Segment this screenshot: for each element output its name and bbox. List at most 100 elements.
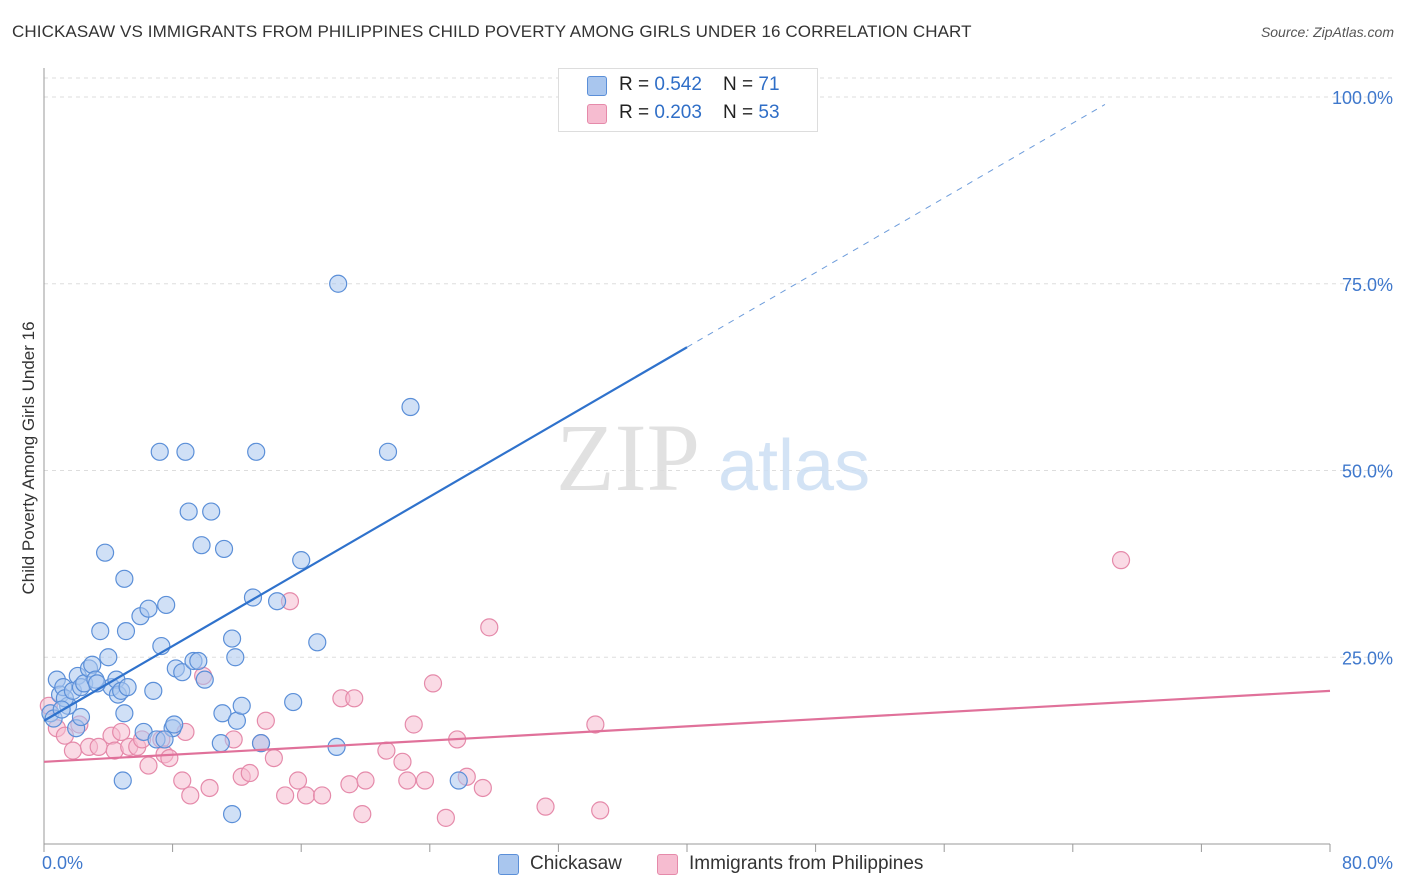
data-point-immigrants xyxy=(415,771,435,790)
legend-r-value: 0.203 xyxy=(654,102,702,123)
data-point-immigrants xyxy=(63,741,83,760)
legend-r-label: R = xyxy=(619,102,655,123)
data-point-immigrants xyxy=(112,722,131,742)
watermark-atlas: atlas xyxy=(718,426,870,506)
data-point-chickasaw xyxy=(165,715,184,734)
data-point-chickasaw xyxy=(95,543,115,562)
data-point-immigrants xyxy=(240,763,259,783)
data-point-chickasaw xyxy=(214,539,234,559)
data-point-chickasaw xyxy=(251,734,271,753)
y-axis-label: Child Poverty Among Girls Under 16 xyxy=(19,321,38,594)
data-point-chickasaw xyxy=(378,442,398,461)
data-point-chickasaw xyxy=(116,622,136,641)
data-point-chickasaw xyxy=(222,629,242,648)
data-point-chickasaw xyxy=(222,805,242,824)
legend-r-value: 0.542 xyxy=(654,74,702,95)
data-point-chickasaw xyxy=(211,734,230,753)
data-point-chickasaw xyxy=(202,502,221,521)
data-point-chickasaw xyxy=(99,648,118,667)
trend-lines xyxy=(43,104,1331,763)
legend-n-label: N = xyxy=(723,74,759,95)
data-point-chickasaw xyxy=(150,442,169,461)
data-point-chickasaw xyxy=(189,651,208,671)
data-point-immigrants xyxy=(276,786,295,805)
legend-label: Chickasaw xyxy=(530,853,622,874)
data-point-immigrants xyxy=(536,797,555,816)
legend-swatch-blue xyxy=(498,854,519,875)
data-point-immigrants xyxy=(591,801,610,820)
data-point-immigrants xyxy=(160,748,179,768)
data-point-chickasaw xyxy=(139,599,158,618)
data-point-immigrants xyxy=(312,786,332,805)
data-point-chickasaw xyxy=(157,595,176,615)
data-point-immigrants xyxy=(200,778,219,798)
series-immigrants-points xyxy=(39,551,1131,827)
data-point-immigrants xyxy=(480,618,499,637)
data-point-chickasaw xyxy=(308,633,327,652)
data-point-chickasaw xyxy=(83,655,102,674)
data-point-immigrants xyxy=(393,752,412,771)
data-point-chickasaw xyxy=(192,536,211,555)
watermark: ZIP atlas xyxy=(556,404,870,511)
data-point-chickasaw xyxy=(232,696,251,715)
data-point-chickasaw xyxy=(155,730,174,749)
trend-line-chickasaw-extension xyxy=(686,104,1106,348)
correlation-legend: R = 0.542 N = 71 R = 0.203 N = 53 xyxy=(558,68,818,132)
data-point-immigrants xyxy=(1111,551,1131,570)
data-point-immigrants xyxy=(340,775,359,794)
chart-title: CHICKASAW VS IMMIGRANTS FROM PHILIPPINES… xyxy=(12,22,972,41)
data-point-chickasaw xyxy=(91,622,110,641)
legend-n-label: N = xyxy=(723,102,759,123)
trend-line-immigrants xyxy=(43,689,1331,763)
data-point-chickasaw xyxy=(113,771,132,790)
legend-swatch-pink xyxy=(587,104,607,124)
data-point-chickasaw xyxy=(267,592,287,611)
data-point-chickasaw xyxy=(284,692,303,712)
data-point-immigrants xyxy=(436,808,455,827)
data-point-immigrants xyxy=(173,771,192,790)
y-tick-label: 50.0% xyxy=(1342,462,1393,482)
data-point-immigrants xyxy=(345,689,364,708)
data-point-immigrants xyxy=(356,771,375,790)
legend-n-value: 53 xyxy=(758,102,780,123)
data-point-immigrants xyxy=(353,805,372,824)
data-point-immigrants xyxy=(404,715,423,734)
data-point-immigrants xyxy=(264,748,283,768)
data-point-chickasaw xyxy=(195,670,214,689)
data-point-chickasaw xyxy=(179,502,198,521)
data-point-chickasaw xyxy=(449,771,468,790)
legend-swatch-pink xyxy=(657,854,678,875)
x-tick-label: 80.0% xyxy=(1342,853,1393,873)
data-point-immigrants xyxy=(139,756,158,775)
gridlines xyxy=(44,77,1392,658)
data-point-immigrants xyxy=(398,771,417,790)
tick-labels: 25.0% 50.0% 75.0% 100.0% 0.0% 80.0% xyxy=(42,88,1393,873)
data-point-immigrants xyxy=(181,786,200,805)
legend-label: Immigrants from Philippines xyxy=(689,853,924,874)
trend-line-chickasaw xyxy=(43,346,688,722)
y-tick-label: 100.0% xyxy=(1332,88,1393,108)
data-point-chickasaw xyxy=(329,274,348,293)
y-tick-label: 25.0% xyxy=(1342,648,1393,668)
series-legend: Chickasaw Immigrants from Philippines xyxy=(0,851,1406,879)
data-point-chickasaw xyxy=(213,704,232,723)
data-point-chickasaw xyxy=(176,442,195,461)
data-point-chickasaw xyxy=(247,442,266,461)
data-point-immigrants xyxy=(377,741,396,760)
watermark-zip: ZIP xyxy=(556,404,700,511)
legend-swatch-blue xyxy=(587,76,607,96)
data-point-chickasaw xyxy=(71,707,91,727)
data-point-chickasaw xyxy=(115,704,134,723)
data-point-chickasaw xyxy=(144,681,163,700)
data-point-immigrants xyxy=(473,778,492,798)
data-point-chickasaw xyxy=(226,648,245,667)
y-tick-label: 75.0% xyxy=(1342,275,1393,295)
legend-n-value: 71 xyxy=(758,74,780,95)
data-point-immigrants xyxy=(586,715,605,734)
data-point-chickasaw xyxy=(115,569,134,588)
data-point-chickasaw xyxy=(173,663,192,682)
data-point-immigrants xyxy=(288,771,308,790)
data-point-immigrants xyxy=(256,711,275,730)
data-point-chickasaw xyxy=(292,551,311,570)
